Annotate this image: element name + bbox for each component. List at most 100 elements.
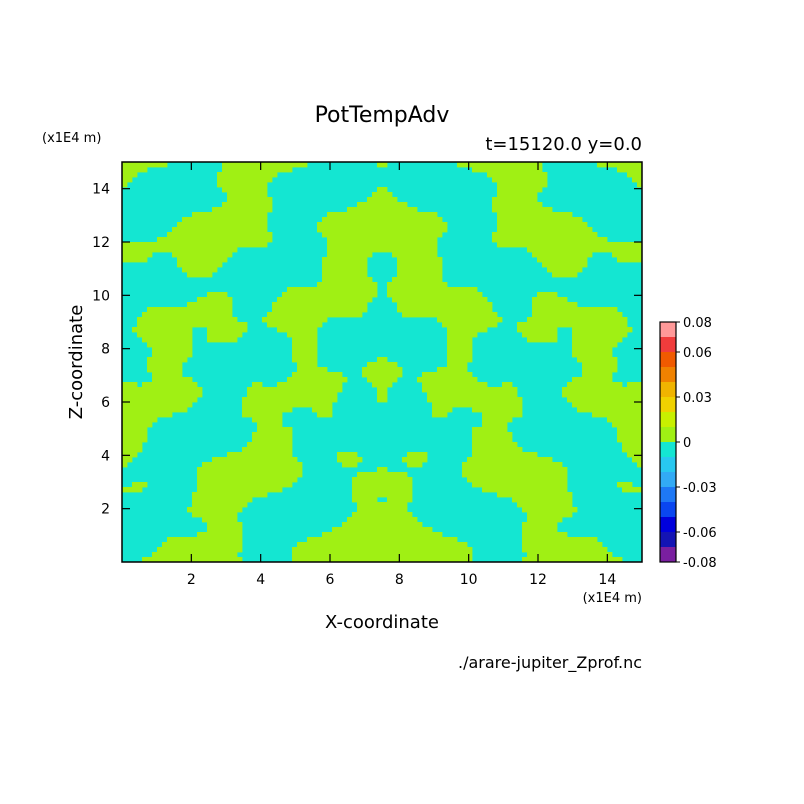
- field-cell: [227, 192, 268, 198]
- field-cell: [202, 517, 238, 523]
- field-cell: [522, 557, 623, 562]
- field-cell: [292, 347, 318, 353]
- field-cell: [522, 332, 558, 338]
- field-cell: [617, 437, 642, 443]
- field-cell: [582, 362, 618, 368]
- y-axis-label: Z-coordinate: [66, 305, 87, 420]
- y-tick-label: 12: [92, 235, 110, 251]
- field-cell: [322, 272, 368, 278]
- field-cell: [447, 362, 468, 368]
- field-cell: [497, 187, 543, 193]
- colorbar-tick-label: 0.06: [683, 346, 712, 361]
- field-cell: [392, 252, 438, 258]
- field-cell: [497, 217, 583, 223]
- field-cell: [122, 162, 168, 168]
- field-cell: [307, 537, 458, 543]
- field-cell: [122, 387, 203, 393]
- field-cell: [487, 172, 548, 178]
- x-tick-label: 2: [187, 572, 196, 588]
- field-cell: [572, 402, 642, 408]
- y-tick-label: 10: [92, 288, 110, 304]
- field-cell: [122, 167, 148, 173]
- field-cell: [312, 407, 333, 413]
- field-cell: [622, 447, 642, 453]
- field-cell: [352, 492, 413, 498]
- field-cell: [337, 457, 363, 463]
- field-cell: [197, 532, 243, 538]
- colorbar-segment: [660, 322, 676, 337]
- field-cell: [632, 177, 642, 183]
- field-cell: [297, 542, 468, 548]
- field-cell: [392, 277, 443, 283]
- field-cell: [482, 417, 513, 423]
- field-cell: [122, 392, 203, 398]
- field-cell: [147, 357, 188, 363]
- y-tick-label: 8: [101, 342, 110, 358]
- field-cell: [272, 302, 368, 308]
- field-cell: [352, 497, 378, 503]
- field-cell: [397, 302, 493, 308]
- field-cell: [377, 387, 388, 393]
- x-unit-label: (x1E4 m): [583, 591, 642, 606]
- field-cell: [612, 422, 642, 428]
- field-cell: [192, 492, 268, 498]
- colorbar: 0.08 0.06 0.03 0 -0.03 -0.06 -0.08: [659, 316, 717, 571]
- field-cell: [222, 202, 273, 208]
- field-cell: [482, 487, 568, 493]
- field-cell: [442, 322, 498, 328]
- field-cell: [132, 482, 148, 488]
- field-cell: [572, 347, 613, 353]
- field-cell: [177, 222, 268, 228]
- field-cell: [167, 232, 273, 238]
- field-cell: [182, 217, 268, 223]
- field-cell: [572, 332, 628, 338]
- field-cell: [517, 502, 573, 508]
- field-cell: [472, 437, 513, 443]
- field-cell: [627, 452, 642, 458]
- field-cell: [142, 337, 193, 343]
- field-cell: [272, 307, 368, 313]
- field-cell: [622, 487, 642, 493]
- field-cell: [347, 517, 418, 523]
- field-cell: [462, 462, 563, 468]
- field-cell: [142, 557, 243, 562]
- field-cell: [422, 372, 473, 378]
- field-cell: [327, 252, 373, 258]
- colorbar-segment: [660, 472, 676, 487]
- field-cell: [562, 387, 642, 393]
- field-cell: [197, 472, 303, 478]
- field-cell: [317, 227, 448, 233]
- field-cell: [242, 447, 293, 453]
- field-cell: [197, 487, 283, 493]
- colorbar-tick-label: -0.06: [683, 526, 717, 541]
- field-cell: [362, 372, 403, 378]
- field-cell: [472, 427, 508, 433]
- field-cell: [157, 237, 273, 243]
- field-cell: [537, 292, 558, 298]
- field-cell: [572, 342, 618, 348]
- colorbar-segment: [660, 517, 676, 532]
- y-tick-label: 6: [101, 395, 110, 411]
- field-cell: [152, 552, 238, 558]
- field-cell: [287, 287, 378, 293]
- field-cell: [472, 407, 523, 413]
- field-cell: [422, 387, 518, 393]
- colorbar-tick-label: -0.08: [683, 556, 717, 571]
- field-cell: [327, 237, 438, 243]
- field-cell: [417, 377, 478, 383]
- field-cell: [577, 357, 618, 363]
- field-cell: [242, 407, 293, 413]
- y-tick-label: 4: [101, 448, 110, 464]
- field-cell: [532, 302, 578, 308]
- field-cell: [527, 317, 628, 323]
- field-cell: [122, 252, 153, 258]
- field-cell: [522, 547, 608, 553]
- field-cell: [517, 327, 558, 333]
- field-cell: [197, 482, 293, 488]
- field-cell: [397, 267, 443, 273]
- plot-frame: [121, 161, 643, 563]
- field-cell: [397, 272, 443, 278]
- field-cell: [617, 257, 642, 263]
- colorbar-segment: [660, 337, 676, 352]
- field-cell: [257, 422, 283, 428]
